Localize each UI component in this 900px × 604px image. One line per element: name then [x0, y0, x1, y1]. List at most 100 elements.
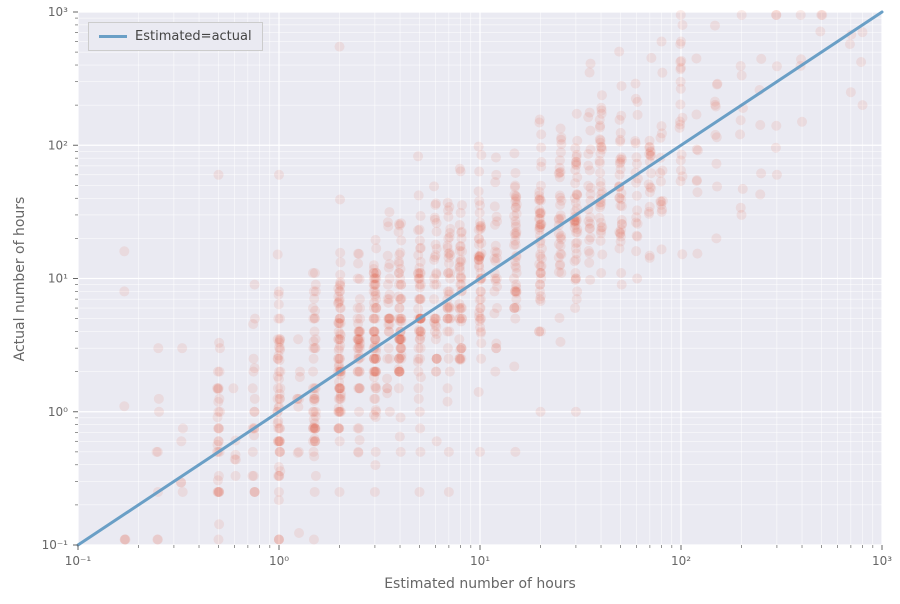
scatter-point [119, 286, 129, 296]
scatter-point [275, 436, 285, 446]
scatter-point [456, 354, 466, 364]
scatter-point [308, 314, 318, 324]
scatter-point [584, 235, 594, 245]
scatter-point [631, 79, 641, 89]
scatter-point [396, 447, 406, 457]
scatter-point [475, 303, 485, 313]
scatter-point [413, 343, 423, 353]
scatter-point [815, 27, 825, 37]
scatter-point [119, 246, 129, 256]
scatter-point [414, 190, 424, 200]
scatter-point [273, 249, 283, 259]
scatter-point [178, 487, 188, 497]
scatter-point [596, 103, 606, 113]
scatter-point [646, 53, 656, 63]
scatter-point [817, 10, 827, 20]
scatter-point [632, 274, 642, 284]
scatter-point [509, 148, 519, 158]
scatter-point [335, 194, 345, 204]
scatter-point [615, 135, 625, 145]
scatter-point [476, 328, 486, 338]
scatter-point [595, 156, 605, 166]
scatter-point [676, 37, 686, 47]
scatter-point [230, 454, 240, 464]
scatter-point [737, 10, 747, 20]
scatter-point [614, 244, 624, 254]
scatter-point [384, 314, 394, 324]
x-tick-label: 10² [671, 554, 691, 568]
scatter-point [250, 487, 260, 497]
scatter-point [616, 188, 626, 198]
scatter-point [353, 343, 363, 353]
scatter-point [536, 162, 546, 172]
scatter-point [536, 129, 546, 139]
scatter-point [571, 227, 581, 237]
scatter-point [416, 327, 426, 337]
y-tick-label: 10³ [48, 5, 68, 19]
scatter-point [476, 338, 486, 348]
scatter-point [456, 256, 466, 266]
scatter-point [736, 61, 746, 71]
scatter-point [394, 268, 404, 278]
scatter-point [756, 168, 766, 178]
y-tick-label: 10² [48, 138, 68, 152]
scatter-point [712, 182, 722, 192]
scatter-point [677, 249, 687, 259]
scatter-point [693, 145, 703, 155]
scatter-point [353, 274, 363, 284]
scatter-point [858, 100, 868, 110]
scatter-point [556, 268, 566, 278]
scatter-point [476, 248, 486, 258]
scatter-point [583, 161, 593, 171]
scatter-point [275, 367, 285, 377]
scatter-point [384, 207, 394, 217]
scatter-point [536, 181, 546, 191]
scatter-point [273, 423, 283, 433]
scatter-point [571, 238, 581, 248]
scatter-point [370, 367, 380, 377]
scatter-point [677, 20, 687, 30]
scatter-point [677, 150, 687, 160]
scatter-point [585, 275, 595, 285]
scatter-point [510, 168, 520, 178]
scatter-point [396, 354, 406, 364]
scatter-point [631, 152, 641, 162]
scatter-point [597, 250, 607, 260]
scatter-point [797, 117, 807, 127]
scatter-point [712, 132, 722, 142]
scatter-point [274, 299, 284, 309]
scatter-point [646, 183, 656, 193]
scatter-point [771, 121, 781, 131]
scatter-point [510, 314, 520, 324]
scatter-point [675, 120, 685, 130]
scatter-point [491, 241, 501, 251]
scatter-point [212, 383, 222, 393]
scatter-point [431, 367, 441, 377]
scatter-point [371, 383, 381, 393]
scatter-point [214, 423, 224, 433]
scatter-point [213, 534, 223, 544]
scatter-point [596, 236, 606, 246]
scatter-point [354, 407, 364, 417]
scatter-point [572, 136, 582, 146]
scatter-point [491, 153, 501, 163]
scatter-point [755, 120, 765, 130]
scatter-point [178, 423, 188, 433]
scatter-point [250, 280, 260, 290]
scatter-point [334, 423, 344, 433]
scatter-point [476, 238, 486, 248]
scatter-point [570, 303, 580, 313]
scatter-point [656, 133, 666, 143]
scatter-point [456, 316, 466, 326]
scatter-point [490, 177, 500, 187]
scatter-point [555, 168, 565, 178]
scatter-point [474, 167, 484, 177]
scatter-point [355, 314, 365, 324]
scatter-point [772, 61, 782, 71]
scatter-point [443, 314, 453, 324]
scatter-point [691, 53, 701, 63]
scatter-point [396, 294, 406, 304]
scatter-point [711, 101, 721, 111]
scatter-point [596, 142, 606, 152]
scatter-point [772, 170, 782, 180]
